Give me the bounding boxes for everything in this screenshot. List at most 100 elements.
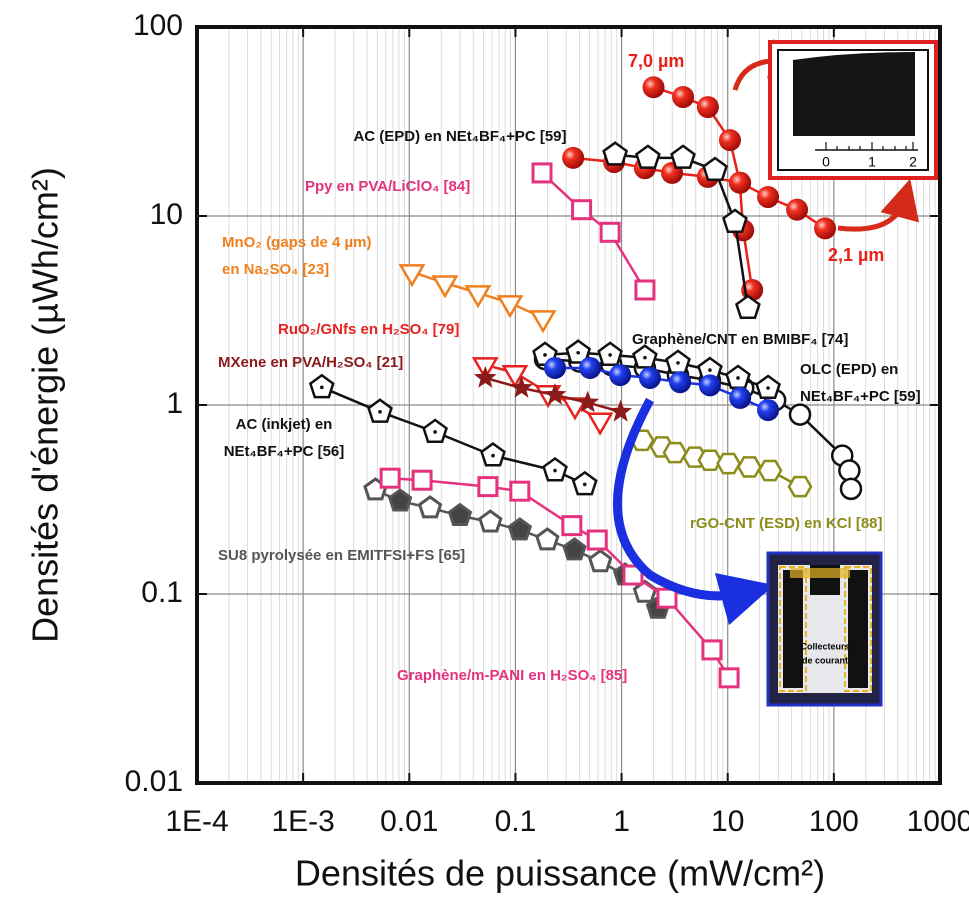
marker-dot [553,468,557,473]
x-tick-label: 1000 [907,805,969,838]
square-marker [718,667,740,689]
circle-marker [788,403,812,426]
plot-area: 1E-4 1E-3 0.01 0.1 1 10 100 10000.010.11101007,… [125,9,969,838]
pentagon-marker [602,141,629,166]
y-tick-label: 10 [150,198,183,231]
series-label: 7,0 µm [628,51,684,71]
annotation: NEt₄BF₄+PC [56] [224,443,345,460]
star-marker [510,376,533,398]
triangle-marker [586,412,614,436]
plot-frame [195,25,942,785]
y-tick-label: 1 [166,387,183,420]
ruler-ticks [825,142,914,150]
series-line [390,476,731,679]
pentagon-marker [735,294,761,319]
marker-dot [543,353,547,357]
square-marker [622,564,644,586]
square-marker [379,467,401,489]
square-marker [509,480,531,502]
pentagon-marker [478,509,503,533]
triangle-marker [398,264,426,288]
marker-dot [608,353,612,357]
hexagon-marker [736,456,762,478]
scale-label: 2 [909,154,917,170]
sphere-marker [729,171,752,194]
sphere-marker [757,399,780,422]
sphere-marker [672,86,695,109]
square-marker [411,469,433,491]
pentagon-marker [447,502,473,526]
sphere-marker [814,217,837,240]
triangle-marker [431,275,459,299]
collector-top [790,568,850,578]
y-tick-label: 0.1 [141,576,183,609]
sphere-marker [579,356,602,379]
annotation: Graphène/m-PANI en H₂SO₄ [85] [397,667,627,684]
sphere-marker [669,371,692,394]
triangle-marker [464,285,492,309]
inset-device: Collecteurs de courant [766,551,883,707]
x-tick-label: 0.01 [380,805,438,838]
annotation: RuO₂/GNfs en H₂SO₄ [79] [278,321,459,338]
collector-outline [844,566,872,692]
annotation: MXene en PVA/H₂SO₄ [21] [218,354,403,371]
star-marker [576,390,600,413]
pentagon-marker [702,156,728,182]
annotation: en Na₂SO₄ [23] [222,261,329,278]
annotation: OLC (EPD) en [800,361,898,378]
annotation: SU8 pyrolysée en EMITFSI+FS [65] [218,547,465,564]
triangle-marker [496,295,524,319]
scale-label: 0 [822,154,830,170]
marker-dot [320,385,324,390]
pentagon-marker [588,548,613,573]
hexagon-marker [716,452,742,475]
hexagon-marker [697,449,723,472]
pentagon-marker [507,517,533,541]
square-marker [477,476,499,498]
pentagon-marker [722,208,748,233]
annotation: NEt₄BF₄+PC [59] [800,388,921,405]
sphere-marker [544,356,567,379]
series-label: 2,1 µm [828,245,884,265]
marker-dot [766,386,770,390]
hexagon-marker [787,475,813,498]
marker-dot [576,350,580,355]
electrode [848,570,868,688]
marker-dot [676,361,680,365]
square-marker [531,162,553,184]
square-marker [656,587,678,609]
x-tick-label: 1E-4 [165,805,228,838]
marker-dot [736,376,740,380]
arrow [837,178,920,232]
square-marker [586,529,608,551]
marker-dot [582,482,587,487]
annotation: Graphène/CNT en BMIBF₄ [74] [632,331,848,348]
y-tick-label: 0.01 [125,765,183,798]
x-tick-label: 100 [809,805,859,838]
pentagon-marker [387,488,413,512]
triangle-marker [529,310,557,334]
sphere-marker [729,386,752,409]
inset-caption: Collecteurs [800,641,849,651]
sphere-marker [642,76,665,99]
x-tick-label: 10 [711,805,744,838]
electrode [783,570,803,688]
sphere-marker [638,366,661,389]
x-axis-title: Densités de puissance (mW/cm²) [295,853,825,894]
sphere-marker [786,198,809,221]
annotation: AC (inkjet) en [236,416,333,433]
hexagon-marker [757,459,783,482]
sphere-marker [609,364,632,387]
hexagon-marker [662,441,688,464]
star-marker [473,366,497,388]
pentagon-marker [562,537,587,561]
marker-dot [643,355,647,360]
x-tick-label: 0.1 [495,805,537,838]
star-marker [609,399,633,422]
annotation: rGO-CNT (ESD) en KCl [88] [690,515,883,532]
pentagon-marker [635,144,661,169]
annotation: Ppy en PVA/LiClO₄ [84] [305,178,470,195]
annotation: AC (EPD) en NEt₄BF₄+PC [59] [353,128,566,145]
sphere-marker [698,374,721,397]
